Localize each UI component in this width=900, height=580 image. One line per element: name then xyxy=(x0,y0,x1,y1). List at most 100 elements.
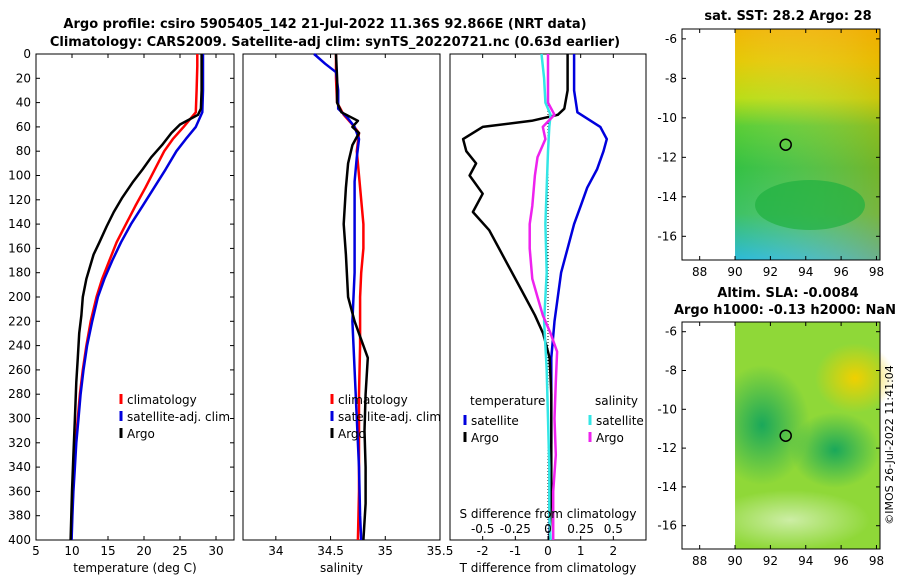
difference-line-salinity-argo xyxy=(528,54,559,540)
sst_map-xtick-label: 92 xyxy=(763,265,778,279)
sla_map-xtick-label: 88 xyxy=(692,554,707,568)
sla_map-ytick-label: -10 xyxy=(657,402,677,416)
salinity-xtick-label: 34 xyxy=(268,544,283,558)
salinity-xtick-label: 35 xyxy=(378,544,393,558)
sla-map-low-west xyxy=(714,365,810,485)
temperature-ytick-label: 340 xyxy=(8,460,31,474)
difference-legend-salinity-title: salinity xyxy=(595,394,638,408)
temperature-xtick-label: 10 xyxy=(64,544,79,558)
legend-label: satellite xyxy=(596,414,644,428)
temperature-ytick-label: 400 xyxy=(8,533,31,547)
sst_map-ytick-label: -8 xyxy=(665,71,677,85)
sla_map-nodata xyxy=(682,322,736,549)
sst_map-xtick-label: 94 xyxy=(798,265,813,279)
sla_map-ytick-label: -6 xyxy=(665,325,677,339)
sst_map-ytick-label: -6 xyxy=(665,32,677,46)
differences-xtick-label: -2 xyxy=(477,544,489,558)
sst_map-xtick-label: 96 xyxy=(833,265,848,279)
difference-x2tick-label: -0.25 xyxy=(500,522,531,536)
map-axes: 88 90 92 94 96 98 -6 -8 -10 -12 -14 -16 88 90 92 94 96 98… xyxy=(657,28,884,568)
sla_map-ytick-label: -12 xyxy=(657,441,677,455)
temperature-xtick-label: 5 xyxy=(32,544,40,558)
difference-x2tick-label: 0.25 xyxy=(567,522,594,536)
temperature-ytick-label: 0 xyxy=(23,47,31,61)
sst_map-ytick-label: -12 xyxy=(657,150,677,164)
temperature-ytick-label: 200 xyxy=(8,290,31,304)
difference-x2tick-label: 0 xyxy=(544,522,552,536)
temperature-panel: 5 10 15 20 25 3002040608010012014016018020022… xyxy=(8,47,235,575)
sst_map-xtick-label: 90 xyxy=(727,265,742,279)
temperature-ytick-label: 20 xyxy=(16,71,31,85)
legend-label: climatology xyxy=(338,393,408,407)
legend-label: satellite-adj. clim xyxy=(127,410,230,424)
sla_map-xtick-label: 98 xyxy=(869,554,884,568)
difference-legend-temperature-title: temperature xyxy=(470,394,545,408)
temperature-ytick-label: 320 xyxy=(8,436,31,450)
legend-label: Argo xyxy=(471,431,499,445)
sla_map-xtick-label: 94 xyxy=(798,554,813,568)
differences-xtick-label: 2 xyxy=(610,544,618,558)
temperature-ytick-label: 140 xyxy=(8,217,31,231)
temperature-line-argo xyxy=(69,54,203,541)
sst_map-xtick-label: 88 xyxy=(692,265,707,279)
legend-label: satellite xyxy=(471,414,519,428)
temperature-ytick-label: 300 xyxy=(8,412,31,426)
figure-title-line2: Climatology: CARS2009. Satellite-adj cli… xyxy=(50,35,620,50)
temperature-ytick-label: 280 xyxy=(8,387,31,401)
legend-label: climatology xyxy=(127,393,197,407)
salinity-xtick-label: 34.5 xyxy=(317,544,344,558)
sst_map-axes-box xyxy=(681,28,881,261)
sla-map-low-east xyxy=(790,412,880,488)
temperature-ytick-label: 120 xyxy=(8,193,31,207)
temperature-xtick-label: 25 xyxy=(172,544,187,558)
difference-x2tick-label: -0.5 xyxy=(471,522,494,536)
temperature-ytick-label: 100 xyxy=(8,169,31,183)
temperature-xlabel: temperature (deg C) xyxy=(73,561,196,575)
temperature-line-satellite-adj--clim xyxy=(70,54,205,541)
legend-label: Argo xyxy=(596,431,624,445)
legend-label: Argo xyxy=(127,427,155,441)
sla-map-title-line2: Argo h1000: -0.13 h2000: NaN xyxy=(674,303,896,318)
sla-map-title-line1: Altim. SLA: -0.0084 xyxy=(717,286,858,301)
sla_map-ytick-label: -16 xyxy=(657,519,677,533)
temperature-ytick-label: 260 xyxy=(8,363,31,377)
legend-label: Argo xyxy=(338,427,366,441)
sla-map-high-ne xyxy=(815,343,895,413)
legend-label: satellite-adj. clim xyxy=(338,410,441,424)
differences-xtick-label: 1 xyxy=(577,544,585,558)
sla_map-xtick-label: 92 xyxy=(763,554,778,568)
temperature-xtick-label: 20 xyxy=(136,544,151,558)
differences-xlabel: T difference from climatology xyxy=(459,561,637,575)
salinity-xtick-label: 35.5 xyxy=(427,544,454,558)
temperature-ytick-label: 240 xyxy=(8,339,31,353)
temperature-ytick-label: 160 xyxy=(8,241,31,255)
temperature-xtick-label: 30 xyxy=(208,544,223,558)
temperature-ytick-label: 80 xyxy=(16,144,31,158)
sla-map-high-south xyxy=(710,490,870,550)
temperature-ytick-label: 380 xyxy=(8,509,31,523)
temperature-ytick-label: 360 xyxy=(8,484,31,498)
difference-panel: -2 -1 0 1 2 T difference from climatology S di… xyxy=(449,53,647,575)
difference-x2label: S difference from climatology xyxy=(460,507,637,521)
salinity-axes-box xyxy=(242,53,441,541)
temperature-ytick-label: 180 xyxy=(8,266,31,280)
sla_map-ytick-label: -14 xyxy=(657,480,677,494)
temperature-ytick-label: 60 xyxy=(16,120,31,134)
temperature-ytick-label: 220 xyxy=(8,314,31,328)
salinity-line-argo xyxy=(334,53,370,541)
difference-x2tick-label: 0.5 xyxy=(604,522,623,536)
figure-title-line1: Argo profile: csiro 5905405_142 21-Jul-2… xyxy=(63,17,586,32)
sst-map-panel: sat. SST: 28.2 Argo: 28 xyxy=(704,9,880,260)
sst-map-title: sat. SST: 28.2 Argo: 28 xyxy=(704,9,871,24)
differences-xtick-label: 0 xyxy=(544,544,552,558)
difference-line-salinity-satellite xyxy=(540,53,552,541)
copyright: ©IMOS 26-Jul-2022 11:41:04 xyxy=(883,365,896,525)
sla_map-axes-box xyxy=(681,321,881,550)
sst_map-ytick-label: -14 xyxy=(657,190,677,204)
sst_map-argo-marker xyxy=(779,138,792,151)
sla_map-argo-marker xyxy=(779,429,792,442)
sst_map-xtick-label: 98 xyxy=(869,265,884,279)
temperature-ytick-label: 40 xyxy=(16,96,31,110)
sla_map-xtick-label: 96 xyxy=(833,554,848,568)
